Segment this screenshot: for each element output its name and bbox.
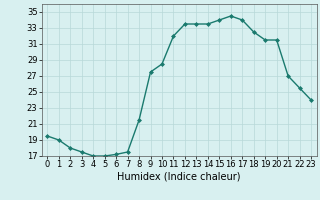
X-axis label: Humidex (Indice chaleur): Humidex (Indice chaleur) [117, 172, 241, 182]
